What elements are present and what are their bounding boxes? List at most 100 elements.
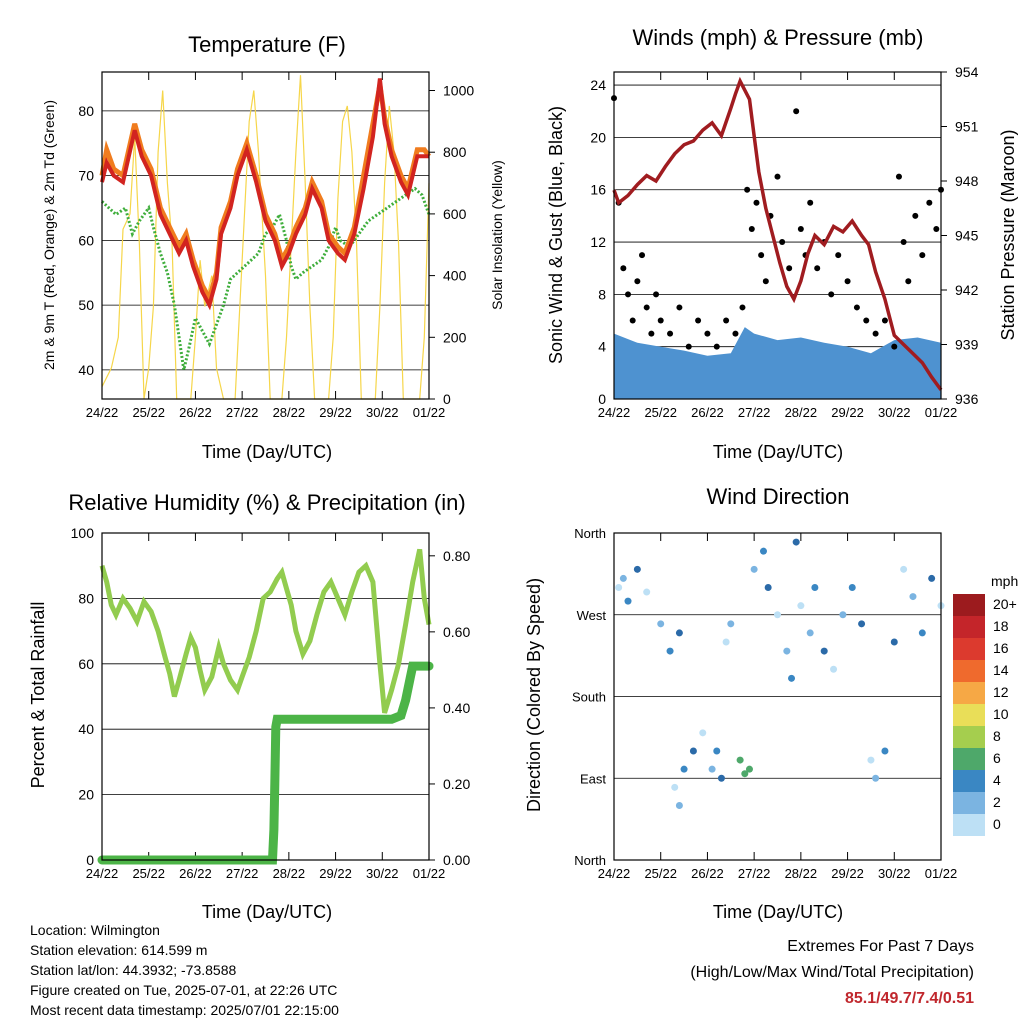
y-tick-label: 50 (78, 297, 94, 313)
y-tick-label: 20 (590, 129, 606, 145)
gust-point (762, 278, 769, 285)
legend-swatch (953, 814, 985, 836)
direction-point (699, 729, 707, 737)
x-tick-label: 29/22 (831, 405, 864, 420)
legend-label: 12 (993, 684, 1009, 700)
direction-point (713, 747, 721, 755)
x-tick-label: 25/22 (644, 866, 677, 881)
plot-border (613, 532, 942, 861)
direction-point (764, 584, 772, 591)
direction-point (727, 620, 735, 628)
gust-point (774, 173, 781, 180)
direction-panel: Wind Direction Time (Day/UTC) Direction … (524, 484, 1018, 922)
direction-point (619, 574, 627, 582)
y2-tick-label: 0.80 (443, 548, 470, 564)
extremes-values: 85.1/49.7/7.4/0.51 (845, 990, 974, 1007)
gust-point (695, 317, 702, 324)
winds-xlabel: Time (Day/UTC) (713, 442, 843, 462)
gust-point (926, 199, 933, 206)
extremes-subtitle: (High/Low/Max Wind/Total Precipitation) (690, 964, 974, 981)
x-tick-label: 01/22 (413, 866, 446, 881)
extremes-box: Extremes For Past 7 Days (High/Low/Max W… (690, 934, 974, 1012)
y-tick-label: West (577, 608, 607, 623)
direction-point (900, 565, 908, 573)
direction-point (633, 565, 641, 573)
gust-point (629, 317, 636, 324)
precip-line (97, 661, 434, 865)
y-tick-label: 4 (598, 339, 606, 355)
direction-point (774, 611, 781, 619)
gust-point (625, 291, 632, 298)
direction-point (615, 584, 623, 591)
gust-point (758, 252, 765, 259)
legend-label: 6 (993, 750, 1001, 766)
y-tick-label: 80 (78, 590, 94, 606)
y-tick-label: 0 (86, 852, 94, 868)
y2-tick-label: 1000 (443, 83, 474, 99)
x-tick-label: 30/22 (878, 866, 911, 881)
x-tick-label: 25/22 (644, 405, 677, 420)
legend-label: 2 (993, 794, 1001, 810)
x-tick-label: 28/22 (785, 866, 818, 881)
direction-point (666, 647, 674, 655)
y-tick-label: 20 (78, 787, 94, 803)
humidity-title: Relative Humidity (%) & Precipitation (i… (68, 490, 465, 515)
y2-tick-label: 939 (955, 337, 979, 353)
y-tick-label: 24 (590, 77, 606, 93)
legend-swatch (953, 704, 985, 726)
x-tick-label: 24/22 (86, 866, 119, 881)
direction-point (657, 620, 665, 628)
humidity-ylabel: Percent & Total Rainfall (28, 602, 48, 789)
x-tick-label: 29/22 (319, 866, 352, 881)
direction-point (745, 765, 753, 773)
gust-point (797, 225, 804, 232)
x-tick-label: 26/22 (179, 405, 212, 420)
gust-point (828, 291, 835, 298)
y-tick-label: 80 (78, 103, 94, 119)
y2-tick-label: 942 (955, 282, 979, 298)
gust-point (653, 291, 660, 298)
temperature-title: Temperature (F) (188, 32, 346, 57)
y-tick-label: 60 (78, 656, 94, 672)
legend-label: 4 (993, 772, 1001, 788)
x-tick-label: 27/22 (226, 866, 259, 881)
direction-point (806, 629, 814, 637)
x-tick-label: 24/22 (598, 405, 631, 420)
latlon-text: Station lat/lon: 44.3932; -73.8588 (30, 962, 237, 978)
gust-point (657, 317, 664, 324)
direction-point (675, 629, 683, 637)
y-tick-label: 8 (598, 286, 606, 302)
direction-point (675, 802, 683, 809)
x-tick-label: 30/22 (878, 405, 911, 420)
gust-point (863, 317, 870, 324)
x-tick-label: 24/22 (86, 405, 119, 420)
y-tick-label: 12 (590, 234, 606, 250)
legend-swatch (953, 792, 985, 814)
temperature-panel: Temperature (F) Time (Day/UTC) 2m & 9m T… (41, 32, 505, 462)
gust-point (881, 317, 888, 324)
plot-border (613, 71, 942, 400)
y2-tick-label: 951 (955, 119, 979, 135)
y-tick-label: 0 (598, 391, 606, 407)
y2-tick-label: 0.60 (443, 624, 470, 640)
direction-point (848, 584, 856, 591)
legend-swatch (953, 660, 985, 682)
created-text: Figure created on Tue, 2025-07-01, at 22… (30, 982, 338, 998)
gust-point (919, 252, 926, 259)
direction-point (643, 588, 651, 596)
direction-point (820, 647, 828, 655)
gust-point (713, 343, 720, 350)
y-tick-label: 100 (71, 525, 95, 541)
gust-point (648, 330, 655, 337)
direction-point (736, 756, 744, 764)
y-tick-label: 40 (78, 721, 94, 737)
legend-title: mph (991, 573, 1018, 589)
direction-point (792, 538, 800, 546)
gust-point (891, 343, 898, 350)
gust-point (748, 225, 755, 232)
temperature-xlabel: Time (Day/UTC) (202, 442, 332, 462)
y2-tick-label: 936 (955, 391, 979, 407)
x-tick-label: 27/22 (738, 405, 771, 420)
